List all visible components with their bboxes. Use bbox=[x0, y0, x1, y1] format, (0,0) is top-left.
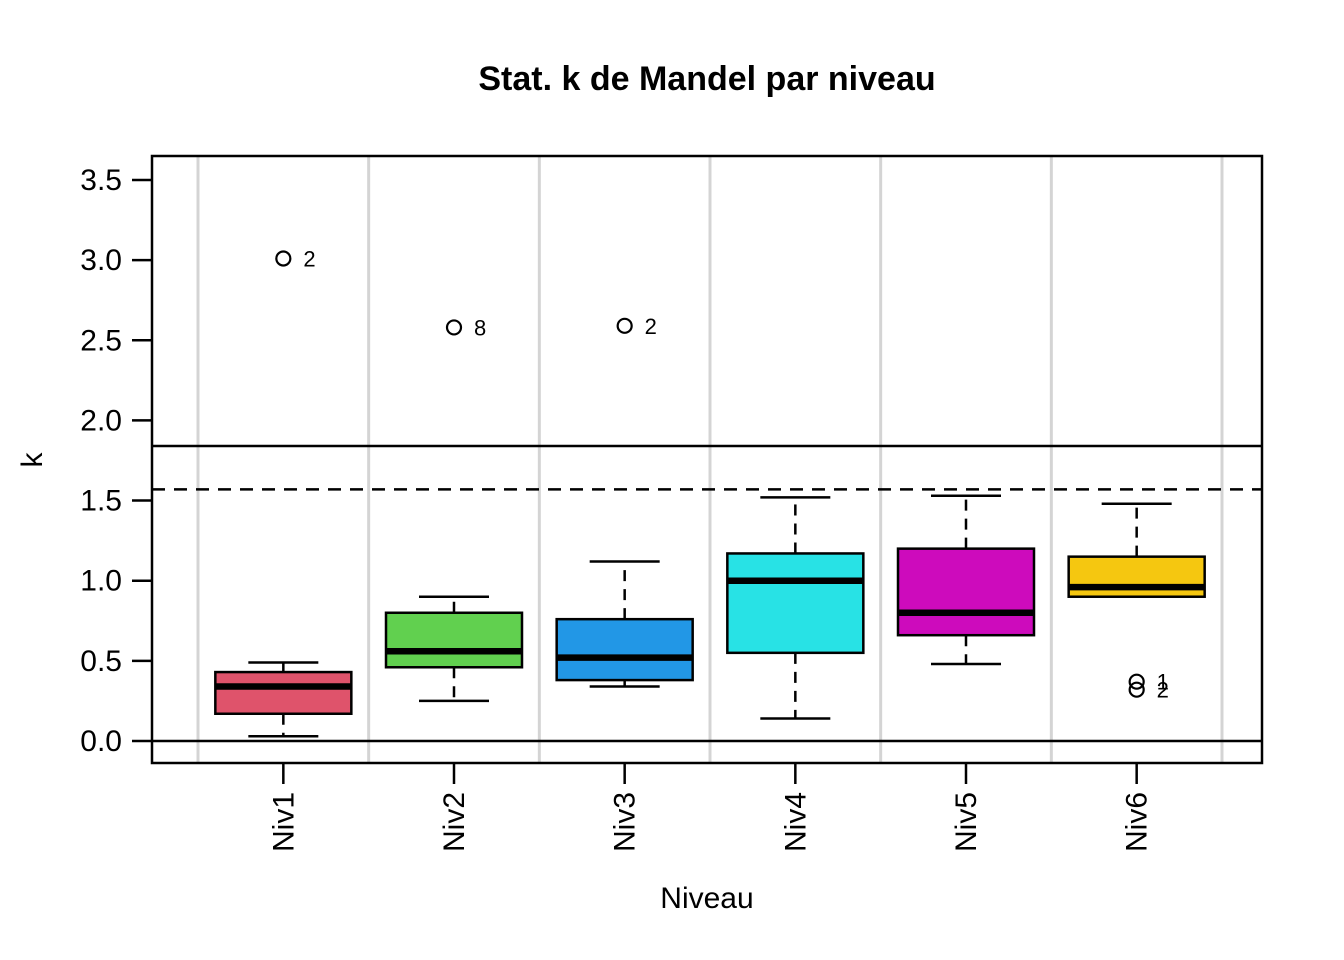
plot-border bbox=[150, 154, 1264, 765]
outlier-label: 8 bbox=[474, 315, 486, 340]
x-category-label: Niv1 bbox=[267, 792, 300, 852]
box-niv4 bbox=[726, 552, 865, 655]
outlier-label: 2 bbox=[1157, 678, 1169, 703]
y-tick-label: 0.5 bbox=[80, 645, 122, 678]
chart-title: Stat. k de Mandel par niveau bbox=[478, 60, 936, 98]
x-category-label: Niv6 bbox=[1121, 792, 1154, 852]
outlier-label: 1 bbox=[1157, 670, 1169, 695]
outlier-point bbox=[1128, 681, 1145, 698]
y-tick-label: 0.0 bbox=[80, 725, 122, 758]
x-category-label: Niv4 bbox=[779, 792, 812, 852]
x-category-label: Niv3 bbox=[609, 792, 642, 852]
y-tick-label: 2.0 bbox=[80, 404, 122, 437]
y-tick-label: 3.0 bbox=[80, 244, 122, 277]
y-tick-label: 2.5 bbox=[80, 324, 122, 357]
x-category-label: Niv2 bbox=[438, 792, 471, 852]
outlier-point bbox=[275, 250, 292, 267]
outlier-label: 2 bbox=[303, 246, 315, 271]
outlier-point bbox=[445, 319, 463, 336]
outlier-label: 2 bbox=[645, 314, 657, 339]
outlier-point bbox=[1128, 673, 1145, 690]
box-niv1 bbox=[214, 670, 353, 715]
x-category-label: Niv5 bbox=[950, 792, 983, 852]
x-axis-title: Niveau bbox=[660, 882, 754, 915]
box-niv5 bbox=[896, 547, 1036, 637]
y-tick-label: 1.0 bbox=[80, 565, 122, 598]
box-niv3 bbox=[555, 617, 694, 682]
box-niv2 bbox=[384, 611, 524, 669]
outlier-point bbox=[616, 317, 633, 334]
y-tick-label: 1.5 bbox=[80, 485, 122, 518]
box-niv6 bbox=[1067, 555, 1206, 598]
y-tick-label: 3.5 bbox=[80, 164, 122, 197]
